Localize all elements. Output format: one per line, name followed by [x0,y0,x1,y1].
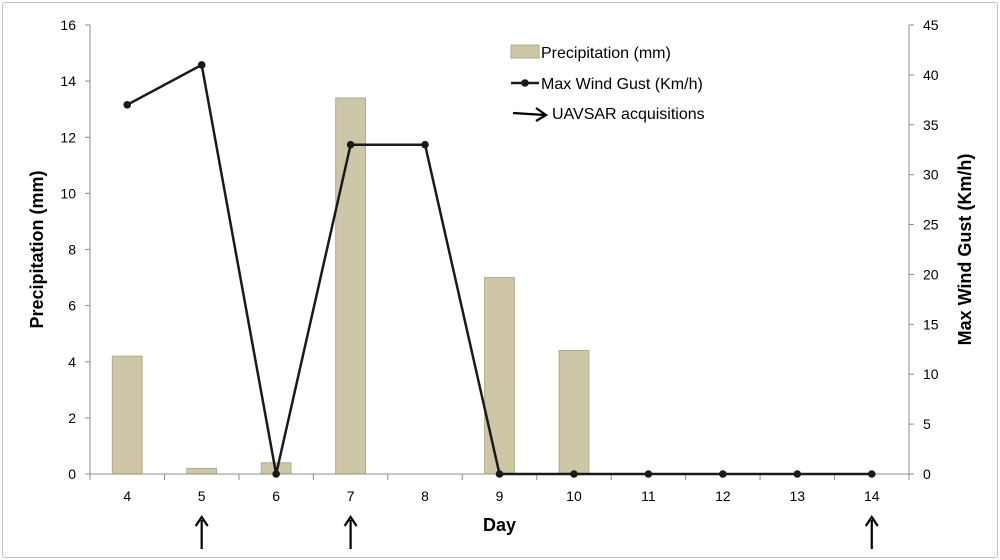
point-wind-gust-day-11 [644,470,653,478]
point-wind-gust-day-7 [346,140,355,149]
left-y-tick-label: 16 [60,17,76,33]
legend-swatch-wind-gust-marker [521,79,529,87]
x-tick-label-8: 8 [421,488,429,504]
legend-swatch-precipitation [510,44,540,59]
bar-precipitation-day-9 [484,277,515,475]
x-tick-label-4: 4 [123,488,131,504]
point-wind-gust-day-5 [197,61,206,69]
left-y-tick-label: 12 [60,129,76,145]
right-y-tick-label: 30 [923,167,939,183]
x-tick-label-9: 9 [496,488,504,504]
left-y-tick-label: 14 [60,73,76,89]
x-tick-label-12: 12 [715,488,731,504]
right-y-tick-label: 15 [923,316,939,332]
right-y-tick-label: 40 [923,67,939,83]
left-y-tick-label: 6 [68,298,76,314]
left-y-tick-label: 4 [68,354,76,370]
point-wind-gust-day-13 [793,470,802,478]
x-tick-label-10: 10 [566,488,582,504]
point-wind-gust-day-14 [867,470,876,478]
uavsar-acquisition-arrows [194,515,879,549]
legend-label-precipitation: Precipitation (mm) [541,45,671,62]
right-y-tick-label: 5 [923,416,931,432]
precipitation-bars [111,97,590,475]
right-y-axis-title: Max Wind Gust (Km/h) [955,154,975,346]
bar-precipitation-day-4 [111,355,143,475]
right-y-tick-label: 25 [923,217,939,233]
x-tick-label-13: 13 [790,488,806,504]
bar-precipitation-day-5 [186,467,218,475]
point-wind-gust-day-12 [719,470,727,478]
x-tick-label-7: 7 [347,488,355,504]
up-arrow-icon-day-7 [343,515,358,549]
legend-label-uavsar: UAVSAR acquisitions [552,106,705,123]
left-y-tick-label: 10 [60,185,76,201]
up-arrow-icon-day-14 [864,515,879,549]
x-tick-label-14: 14 [864,488,880,504]
right-y-tick-label: 10 [923,366,939,382]
right-y-tick-label: 45 [923,17,939,33]
up-arrow-icon-day-5 [194,515,209,549]
bar-precipitation-day-10 [558,350,590,475]
legend-label-wind-gust: Max Wind Gust (Km/h) [541,76,703,93]
bar-precipitation-day-7 [335,97,366,475]
x-tick-label-5: 5 [198,488,206,504]
right-y-tick-label: 35 [923,117,939,133]
point-wind-gust-day-10 [570,470,578,478]
x-axis-title: Day [483,515,516,535]
left-y-tick-label: 0 [68,466,76,482]
legend: Precipitation (mm) Max Wind Gust (Km/h) … [510,44,705,123]
wind-gust-series [123,61,876,478]
left-y-tick-label: 8 [68,242,76,258]
point-wind-gust-day-6 [272,470,280,478]
x-tick-label-6: 6 [272,488,280,504]
point-wind-gust-day-8 [421,140,429,149]
x-tick-label-11: 11 [641,488,656,504]
point-wind-gust-day-9 [495,470,504,478]
point-wind-gust-day-4 [123,101,132,109]
legend-swatch-arrow-icon [512,107,549,122]
right-y-tick-label: 0 [923,466,931,482]
right-y-tick-label: 20 [923,266,939,282]
left-y-tick-label: 2 [68,410,76,426]
left-y-axis-title: Precipitation (mm) [27,170,47,328]
